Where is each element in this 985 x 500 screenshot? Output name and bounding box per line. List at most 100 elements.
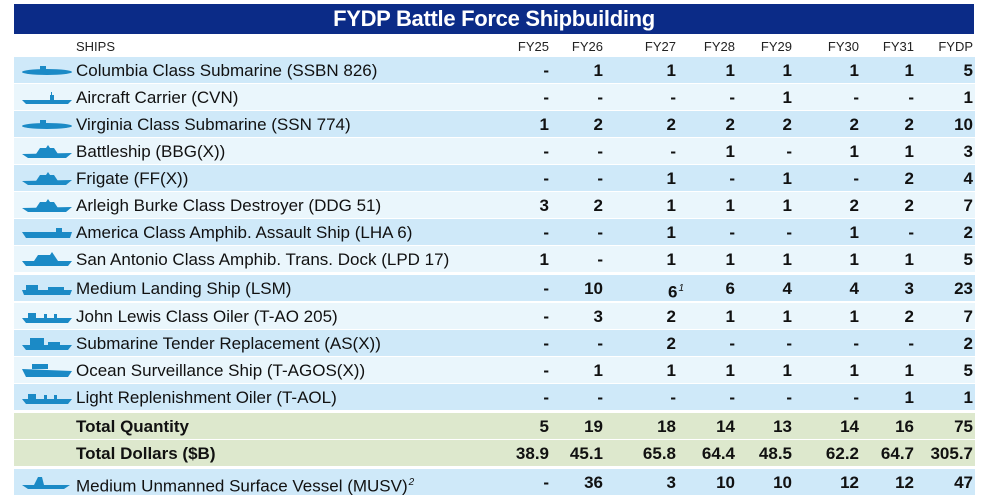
value-cell-fy25: - (543, 279, 549, 298)
value-cell-fy29: 1 (782, 169, 792, 188)
value-cell-fy27: 61 (667, 282, 684, 302)
value-cell-fy30: - (853, 88, 859, 107)
ship-name: Ocean Surveillance Ship (T-AGOS(X)) (76, 361, 366, 380)
value-cell-fy31: - (908, 223, 914, 242)
value-cell-fydp: 23 (954, 279, 973, 298)
value-cell-fy26: - (597, 250, 603, 269)
value-cell-fy31: 1 (904, 388, 914, 407)
ship-row: Frigate (FF(X)) - - 1 - 1 - 2 4 (14, 165, 975, 191)
value-cell-fy27: 2 (666, 334, 676, 353)
year-header-fy27: FY27 (644, 39, 676, 54)
value-cell-fy30: 1 (849, 307, 859, 326)
value-cell-fy29: 1 (782, 307, 792, 326)
value-cell-fy28: 1 (725, 142, 735, 161)
value-cell-fy30: - (853, 388, 859, 407)
value-cell-fydp: 47 (954, 473, 973, 492)
value-cell-fy31: 12 (895, 473, 914, 492)
value-cell-fy31: 64.7 (880, 444, 914, 463)
value-cell-fy30: - (853, 169, 859, 188)
value-cell-fy31: 2 (904, 169, 914, 188)
year-header-fy28: FY28 (703, 39, 735, 54)
value-cell-fy30: 1 (849, 361, 859, 380)
value-cell-fy29: - (786, 388, 792, 407)
ship-row: Battleship (BBG(X)) - - - 1 - 1 1 3 (14, 138, 975, 164)
value-cell-fy26: 2 (593, 196, 603, 215)
value-cell-fy26: 1 (593, 61, 603, 80)
ship-name: Aircraft Carrier (CVN) (76, 88, 239, 107)
value-cell-fy29: 1 (782, 250, 792, 269)
value-cell-fydp: 3 (963, 142, 973, 161)
value-cell-fy26: 2 (593, 115, 603, 134)
value-cell-fy29: 1 (782, 361, 792, 380)
ship-name: Total Quantity (76, 417, 190, 436)
value-cell-fy27: 1 (666, 196, 676, 215)
replenishment-oiler-icon (20, 388, 74, 406)
value-cell-fy27: 1 (666, 250, 676, 269)
value-cell-fy28: 6 (725, 279, 735, 298)
value-cell-fy30: 2 (849, 115, 859, 134)
value-cell-fy30: 4 (849, 279, 859, 298)
value-cell-fydp: 5 (963, 250, 973, 269)
total-row: Total Dollars ($B) 38.9 45.1 65.8 64.4 48.5 62… (14, 440, 975, 466)
value-cell-fy30: 12 (840, 473, 859, 492)
value-cell-fy29: 1 (782, 88, 792, 107)
value-cell-fy29: - (786, 142, 792, 161)
value-cell-fy31: - (908, 88, 914, 107)
value-cell-fy31: 1 (904, 361, 914, 380)
value-cell-fy30: 1 (849, 250, 859, 269)
ship-name: America Class Amphib. Assault Ship (LHA … (76, 223, 413, 242)
submarine-icon (20, 115, 74, 133)
value-cell-fy26: 36 (584, 473, 603, 492)
landing-ship-icon (20, 279, 74, 297)
value-cell-fy25: - (543, 223, 549, 242)
value-cell-fydp: 7 (963, 307, 973, 326)
value-cell-fy26: 1 (593, 361, 603, 380)
value-cell-fy27: 3 (666, 473, 676, 492)
value-cell-fy25: 1 (539, 250, 549, 269)
value-cell-fy27: 65.8 (642, 444, 676, 463)
value-cell-fy28: 1 (725, 196, 735, 215)
unmanned-vessel-icon (20, 473, 74, 491)
value-cell-fy26: - (597, 334, 603, 353)
ship-row: America Class Amphib. Assault Ship (LHA … (14, 219, 975, 245)
ship-row: Medium Landing Ship (LSM) - 10 61 6 4 4 3 23 (14, 275, 975, 302)
ship-row: Arleigh Burke Class Destroyer (DDG 51) 3 2… (14, 192, 975, 218)
footnote-marker: 2 (408, 477, 415, 488)
value-cell-fy29: 48.5 (758, 444, 792, 463)
value-cell-fy29: - (786, 334, 792, 353)
value-cell-fy27: - (670, 88, 676, 107)
value-cell-fy25: - (543, 142, 549, 161)
value-cell-fy27: 2 (666, 115, 676, 134)
value-cell-fy27: - (670, 142, 676, 161)
value-cell-fy28: 1 (725, 361, 735, 380)
value-cell-fy25: - (543, 61, 549, 80)
value-cell-fydp: 1 (963, 388, 973, 407)
amphibious-assault-ship-icon (20, 223, 74, 241)
value-cell-fydp: 5 (963, 361, 973, 380)
value-cell-fy31: 2 (904, 196, 914, 215)
value-cell-fy29: - (786, 223, 792, 242)
value-cell-fy27: 1 (666, 61, 676, 80)
musv-row: Medium Unmanned Surface Vessel (MUSV)2 - 3… (14, 469, 975, 496)
value-cell-fydp: 1 (963, 88, 973, 107)
value-cell-fy28: 1 (725, 250, 735, 269)
ship-row: John Lewis Class Oiler (T-AO 205) - 3 2 1 1 1 2… (14, 303, 975, 329)
value-cell-fy31: 2 (904, 307, 914, 326)
value-cell-fy26: - (597, 88, 603, 107)
value-cell-fy29: 4 (782, 279, 792, 298)
value-cell-fydp: 10 (954, 115, 973, 134)
ship-name: John Lewis Class Oiler (T-AO 205) (76, 307, 338, 326)
value-cell-fy26: 45.1 (569, 444, 603, 463)
value-cell-fy31: 1 (904, 61, 914, 80)
ship-name: Virginia Class Submarine (SSN 774) (76, 115, 351, 134)
value-cell-fy31: 1 (904, 250, 914, 269)
value-cell-fy29: 2 (782, 115, 792, 134)
ship-name: San Antonio Class Amphib. Trans. Dock (L… (76, 250, 450, 269)
value-cell-fy29: 1 (782, 61, 792, 80)
value-cell-fy31: 16 (895, 417, 914, 436)
ship-name: Frigate (FF(X)) (76, 169, 189, 188)
value-cell-fy25: - (543, 473, 549, 492)
value-cell-fy25: - (543, 361, 549, 380)
ship-row: Submarine Tender Replacement (AS(X)) - - 2 -… (14, 330, 975, 356)
ship-name: Submarine Tender Replacement (AS(X)) (76, 334, 381, 353)
